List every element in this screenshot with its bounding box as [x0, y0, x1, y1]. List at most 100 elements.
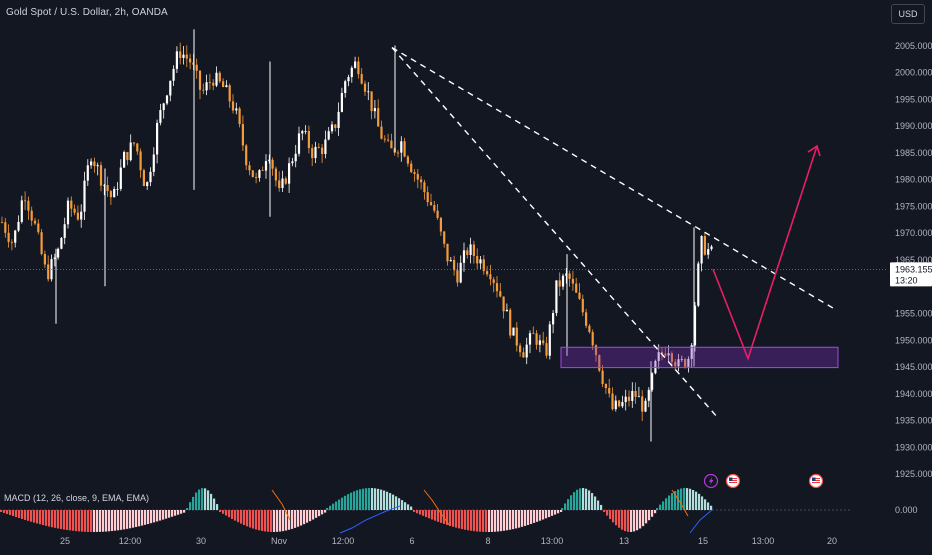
macd-histogram-bar — [416, 510, 419, 514]
candle-body — [406, 156, 409, 164]
macd-histogram-bar — [138, 510, 141, 527]
macd-histogram-bar — [395, 496, 398, 510]
y-tick-label: 2005.000 — [895, 41, 932, 51]
macd-histogram-bar — [294, 510, 297, 528]
macd-histogram-bar — [518, 510, 521, 528]
macd-histogram-bar — [612, 510, 615, 523]
candle-body — [37, 223, 40, 233]
candle-body — [354, 61, 357, 68]
macd-histogram-bar — [147, 510, 150, 525]
macd-histogram-bar — [401, 500, 404, 510]
us-flag-canton — [812, 477, 816, 481]
macd-indicator-label[interactable]: MACD (12, 26, close, 9, EMA, EMA) — [4, 493, 150, 503]
macd-histogram-bar — [132, 510, 135, 528]
candle-body — [321, 147, 324, 155]
macd-histogram-bar — [162, 510, 165, 520]
macd-histogram-bar — [338, 499, 341, 510]
macd-histogram-bar — [648, 510, 651, 521]
macd-histogram-bar — [114, 510, 117, 531]
us-flag-icon[interactable] — [725, 473, 741, 489]
macd-histogram-bar — [87, 510, 90, 532]
candle-body — [268, 159, 271, 162]
candle-body — [614, 400, 617, 410]
candle-body — [594, 345, 598, 356]
macd-histogram-bar — [285, 510, 288, 531]
macd-line — [689, 509, 713, 534]
macd-histogram-bar — [368, 488, 371, 510]
candle-body — [383, 138, 386, 140]
candle-body — [175, 51, 178, 69]
macd-histogram-bar — [362, 488, 365, 510]
us-flag-icon[interactable] — [808, 473, 824, 489]
candle-body — [495, 283, 499, 292]
candle-body — [552, 313, 555, 325]
macd-histogram-bar — [21, 510, 24, 519]
candle-body — [591, 332, 594, 346]
candle-body — [690, 345, 693, 359]
macd-histogram-bar — [600, 504, 603, 510]
candle-body — [558, 280, 561, 287]
macd-histogram-bar — [332, 503, 335, 510]
macd-histogram-bar — [306, 510, 309, 523]
macd-histogram-bar — [692, 489, 695, 510]
candle-body — [621, 402, 624, 407]
candle-body — [119, 167, 122, 189]
candle-body — [4, 222, 7, 233]
candle-body — [10, 241, 13, 243]
macd-histogram-bar — [3, 510, 6, 514]
candle-body — [251, 170, 254, 177]
macd-histogram-bar — [446, 510, 449, 525]
macd-histogram-bar — [315, 510, 318, 518]
flash-icon[interactable] — [703, 473, 719, 489]
candle-body — [83, 180, 86, 212]
candle-body — [136, 143, 139, 152]
candle-body — [294, 153, 297, 162]
y-tick-label: 1925.000 — [895, 469, 932, 479]
candle-body — [334, 124, 337, 128]
macd-histogram-bar — [503, 510, 506, 531]
candle-body — [489, 274, 492, 280]
candle-body — [357, 61, 360, 75]
macd-histogram-bar — [437, 510, 440, 522]
macd-histogram-bar — [621, 510, 624, 530]
macd-histogram-bar — [350, 492, 353, 510]
candle-body — [53, 257, 56, 260]
candle-body — [93, 161, 96, 167]
macd-histogram-bar — [576, 489, 579, 510]
candle-body — [697, 263, 700, 306]
candle-body — [410, 163, 413, 173]
candle-body — [482, 259, 485, 272]
macd-histogram-bar — [698, 493, 701, 510]
candle-body — [195, 64, 198, 71]
candle-body — [96, 165, 99, 167]
macd-histogram-bar — [102, 510, 105, 532]
macd-histogram-bar — [207, 490, 210, 510]
candle-body — [439, 217, 442, 232]
candle-body — [314, 146, 317, 159]
macd-histogram-bar — [0, 510, 3, 512]
macd-histogram-bar — [645, 510, 648, 524]
macd-histogram-bar — [180, 510, 183, 514]
macd-histogram-bar — [51, 510, 54, 528]
candle-body — [281, 178, 284, 189]
candle-body — [337, 111, 340, 128]
macd-histogram-bar — [464, 510, 467, 530]
candle-body — [670, 353, 673, 362]
candle-body — [396, 152, 400, 154]
candle-body — [169, 80, 172, 96]
macd-histogram-bar — [582, 488, 585, 510]
macd-histogram-bar — [542, 510, 545, 520]
candle-body — [109, 191, 112, 198]
macd-histogram-bar — [246, 510, 249, 527]
candle-body — [703, 236, 706, 255]
macd-histogram-bar — [15, 510, 18, 518]
currency-button[interactable]: USD — [891, 4, 925, 24]
macd-histogram-bar — [588, 490, 591, 510]
macd-histogram-bar — [651, 510, 654, 517]
candle-body — [63, 224, 66, 238]
macd-histogram-bar — [72, 510, 75, 531]
candle-body — [492, 279, 495, 284]
drawings-layer — [0, 46, 888, 418]
